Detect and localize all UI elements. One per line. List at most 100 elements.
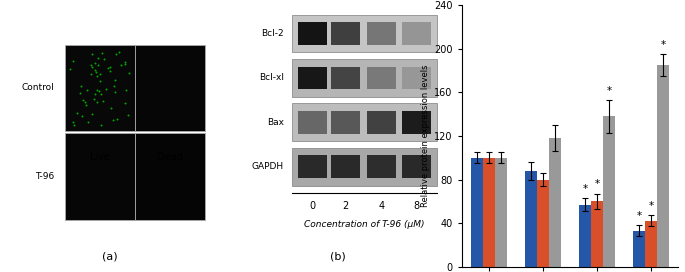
Text: (a): (a) [102, 251, 118, 261]
Point [108, 84, 119, 88]
Point [86, 64, 97, 69]
Point [90, 61, 101, 66]
Point [111, 52, 122, 57]
Point [80, 100, 91, 104]
Text: 4: 4 [379, 201, 385, 211]
Text: Live: Live [90, 152, 110, 162]
Point [92, 73, 103, 78]
Point [68, 119, 79, 124]
Bar [135, 45, 205, 131]
Text: *: * [582, 184, 588, 194]
Point [76, 84, 87, 88]
Text: 8: 8 [414, 201, 419, 211]
Bar [64, 133, 135, 220]
Text: 2: 2 [342, 201, 349, 211]
Text: Bcl-2: Bcl-2 [261, 29, 284, 38]
Point [104, 69, 115, 73]
Bar [402, 22, 431, 45]
Point [89, 96, 100, 101]
Point [97, 99, 108, 103]
Point [110, 89, 121, 94]
Point [71, 111, 82, 115]
Point [105, 106, 116, 110]
Point [90, 70, 101, 74]
Text: Control: Control [22, 83, 54, 92]
Point [120, 101, 131, 105]
Text: *: * [649, 201, 653, 211]
Bar [367, 111, 396, 134]
Bar [537, 180, 549, 267]
Bar [135, 133, 205, 220]
Point [77, 97, 88, 102]
Point [112, 116, 123, 121]
Bar [657, 65, 669, 267]
Bar [292, 15, 437, 52]
Text: *: * [606, 86, 612, 96]
Point [97, 51, 108, 55]
Bar [292, 148, 437, 186]
Bar [483, 158, 495, 267]
Y-axis label: Relative protein expression levels: Relative protein expression levels [421, 65, 430, 207]
Bar [402, 111, 431, 134]
Bar [331, 67, 360, 89]
Bar [298, 111, 327, 134]
Bar [367, 22, 396, 45]
Text: *: * [660, 40, 666, 50]
Bar [64, 45, 135, 131]
Bar [645, 221, 657, 267]
Bar [367, 67, 396, 89]
Bar [331, 22, 360, 45]
Point [81, 88, 92, 92]
Text: T-96: T-96 [35, 172, 54, 181]
Bar [580, 205, 591, 267]
Point [92, 63, 103, 67]
Point [119, 62, 130, 66]
Text: 0: 0 [310, 201, 316, 211]
Bar [471, 158, 483, 267]
Point [105, 65, 116, 69]
Point [77, 113, 88, 118]
Bar [331, 155, 360, 178]
Point [90, 68, 101, 73]
Text: Bcl-xl: Bcl-xl [259, 73, 284, 82]
Point [65, 67, 76, 72]
Point [95, 79, 105, 83]
Point [80, 103, 91, 107]
Point [68, 123, 79, 128]
Point [94, 88, 105, 93]
Text: Concentration of T-96 (μM): Concentration of T-96 (μM) [304, 220, 425, 228]
Bar [549, 138, 561, 267]
Bar [591, 201, 603, 267]
Bar [331, 111, 360, 134]
Point [122, 113, 133, 117]
Bar [298, 67, 327, 89]
Point [103, 66, 114, 70]
Point [96, 92, 107, 96]
Bar [367, 155, 396, 178]
Point [91, 87, 102, 92]
Bar [402, 67, 431, 89]
Point [120, 60, 131, 64]
Text: Bax: Bax [267, 118, 284, 127]
Point [83, 120, 94, 125]
Point [91, 100, 102, 104]
Bar [292, 59, 437, 97]
Point [85, 63, 96, 67]
Point [86, 112, 97, 117]
Point [121, 88, 132, 93]
Bar [633, 231, 645, 267]
Point [108, 118, 119, 122]
Point [93, 56, 104, 61]
Bar [495, 158, 507, 267]
Point [96, 123, 107, 127]
Bar [525, 171, 537, 267]
Text: *: * [595, 179, 599, 189]
Point [89, 92, 100, 96]
Point [67, 59, 78, 63]
Point [101, 86, 112, 91]
Point [95, 72, 105, 76]
Text: GAPDH: GAPDH [252, 162, 284, 171]
Point [87, 52, 98, 56]
Bar [402, 155, 431, 178]
Bar [298, 155, 327, 178]
